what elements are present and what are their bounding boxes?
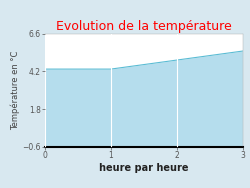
X-axis label: heure par heure: heure par heure xyxy=(99,163,188,173)
Title: Evolution de la température: Evolution de la température xyxy=(56,20,232,33)
Y-axis label: Température en °C: Température en °C xyxy=(10,51,20,130)
